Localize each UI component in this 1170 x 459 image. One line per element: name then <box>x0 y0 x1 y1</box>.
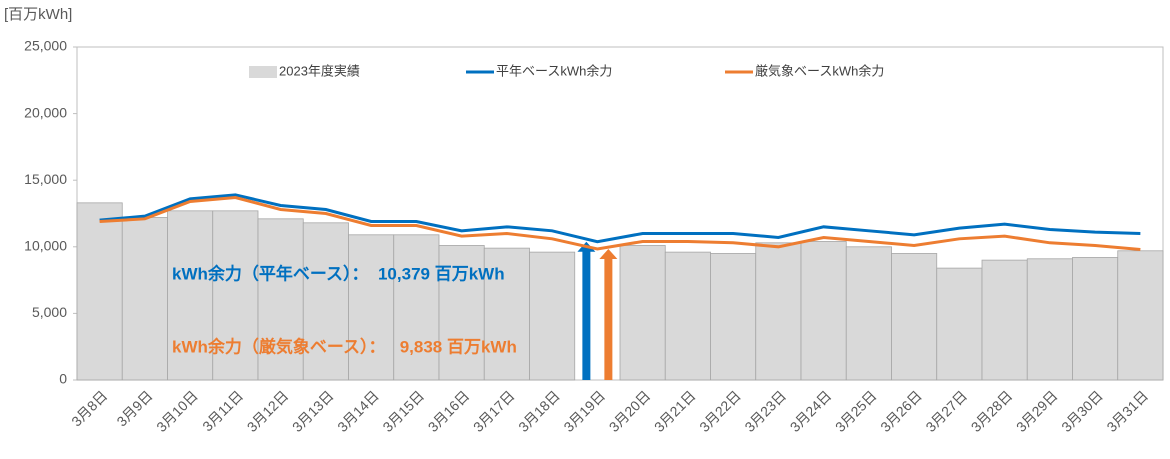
legend-label: 平年ベースkWh余力 <box>496 63 612 78</box>
x-tick-label: 3月10日 <box>153 387 201 435</box>
y-tick-label: 5,000 <box>32 304 67 320</box>
bar <box>1026 258 1073 381</box>
x-tick-label: 3月28日 <box>968 387 1016 435</box>
x-tick-label: 3月8日 <box>68 387 110 429</box>
x-tick-label: 3月11日 <box>199 387 246 434</box>
y-axis-label: [百万kWh] <box>4 6 72 23</box>
x-tick-label: 3月14日 <box>334 387 382 435</box>
x-tick-label: 3月21日 <box>651 387 699 435</box>
bar <box>1072 257 1119 381</box>
x-tick-label: 3月26日 <box>877 387 925 435</box>
x-tick-label: 3月9日 <box>113 387 155 429</box>
bar <box>891 253 938 381</box>
bar <box>1117 250 1164 381</box>
y-tick-label: 20,000 <box>24 104 67 120</box>
bar <box>981 259 1028 381</box>
bar <box>710 253 757 381</box>
bar <box>619 245 666 381</box>
x-tick-label: 3月29日 <box>1013 387 1061 435</box>
x-tick-label: 3月13日 <box>289 387 337 435</box>
bar <box>483 247 530 381</box>
line <box>99 195 1141 251</box>
x-tick-label: 3月15日 <box>379 387 427 435</box>
bar <box>302 222 349 381</box>
arrow <box>599 248 618 380</box>
bar <box>755 242 802 381</box>
bar <box>438 245 485 381</box>
legend-swatch <box>249 66 277 78</box>
x-tick-label: 3月23日 <box>741 387 789 435</box>
y-tick-label: 25,000 <box>24 38 67 54</box>
bar <box>529 251 576 381</box>
legend-label: 2023年度実績 <box>279 63 360 78</box>
bar <box>121 217 168 381</box>
x-tick-label: 3月27日 <box>922 387 970 435</box>
x-tick-label: 3月16日 <box>425 387 473 435</box>
bar <box>936 267 983 381</box>
x-tick-label: 3月25日 <box>832 387 880 435</box>
bar <box>800 241 847 381</box>
annotation: kWh余力（厳気象ベース）： 9,838 百万kWh <box>172 336 517 356</box>
x-tick-label: 3月30日 <box>1058 387 1106 435</box>
arrow <box>577 241 596 380</box>
x-tick-label: 3月12日 <box>244 387 292 435</box>
y-tick-label: 15,000 <box>24 171 67 187</box>
x-tick-label: 3月19日 <box>560 387 608 435</box>
bar <box>257 218 304 381</box>
x-tick-label: 3月17日 <box>470 387 518 435</box>
x-tick-label: 3月18日 <box>515 387 563 435</box>
line <box>99 193 1141 244</box>
y-tick-label: 0 <box>59 371 67 387</box>
bar <box>664 251 711 381</box>
annotation: kWh余力（平年ベース）： 10,379 百万kWh <box>172 263 505 283</box>
x-tick-label: 3月31日 <box>1103 387 1151 435</box>
bar <box>76 202 123 381</box>
y-tick-label: 10,000 <box>24 238 67 254</box>
x-tick-label: 3月20日 <box>606 387 654 435</box>
x-tick-label: 3月22日 <box>696 387 744 435</box>
bar <box>348 234 395 381</box>
x-tick-label: 3月24日 <box>787 387 835 435</box>
bar <box>393 234 440 381</box>
legend-label: 厳気象ベースkWh余力 <box>755 63 884 78</box>
bar <box>845 246 892 381</box>
